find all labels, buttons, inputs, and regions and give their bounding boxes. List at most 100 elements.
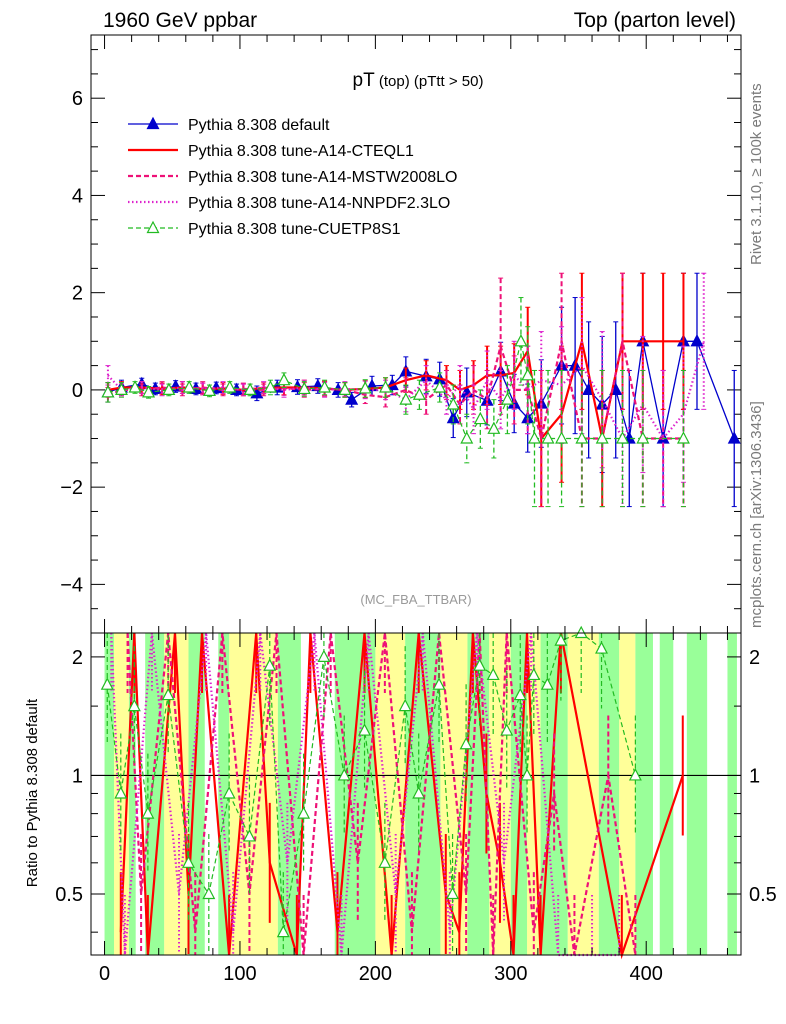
legend-item: Pythia 8.308 tune-CUETP8S1 [128, 220, 401, 238]
main-data-point [595, 431, 609, 444]
main-series-line [107, 341, 684, 440]
ratio-series-pythia-8-308-tune-cuetp8s1 [100, 625, 642, 955]
legend-label: Pythia 8.308 tune-A14-NNPDF2.3LO [188, 195, 450, 212]
main-y-tick-label: 2 [72, 283, 83, 305]
main-data-point [514, 333, 528, 347]
ratio-data-point [182, 855, 195, 868]
ratio-data-point [337, 768, 351, 781]
main-data-point [399, 392, 413, 405]
ratio-yellow-band [619, 633, 636, 955]
ratio-series-line [106, 632, 636, 933]
ratio-data-point [432, 677, 446, 690]
ratio-data-point [398, 698, 412, 712]
ratio-data-point [554, 633, 568, 646]
header-left: 1960 GeV ppbar [103, 9, 257, 32]
main-data-point [101, 385, 115, 398]
ratio-data-point [276, 924, 290, 938]
ratio-data-point [412, 786, 426, 799]
ratio-green-band [218, 633, 230, 955]
main-data-point [636, 431, 650, 444]
main-data-point [690, 333, 704, 347]
ratio-data-point [500, 723, 514, 736]
ratio-data-point [297, 806, 311, 819]
ratio-y-tick-label: 1 [72, 765, 83, 787]
main-data-point [338, 382, 352, 396]
ratio-x-tick-label: 300 [494, 963, 527, 985]
main-data-point [460, 431, 474, 444]
main-panel: −4 −2 0 2 4 6 pT (top) (pTtt > 50) Pythia 8.3… [60, 34, 742, 634]
legend-item: Pythia 8.308 tune-A14-CTEQL1 [128, 143, 414, 160]
main-data-point [263, 380, 277, 393]
plot-title-sub2: (pTtt > 50) [410, 73, 484, 90]
legend-marker [146, 220, 160, 234]
ratio-data-point [114, 786, 128, 799]
legend-item: Pythia 8.308 tune-A14-MSTW2008LO [128, 169, 457, 186]
ratio-data-point [317, 649, 331, 663]
ratio-green-band [727, 633, 737, 955]
ratio-data-point [513, 687, 527, 701]
legend-item: Pythia 8.308 tune-A14-NNPDF2.3LO [128, 195, 450, 212]
ratio-data-point [127, 698, 141, 712]
ratio-data-point [378, 855, 392, 868]
ratio-data-point [595, 641, 609, 654]
ratio-x-tick-label: 0 [99, 963, 110, 985]
ratio-data-point [263, 658, 277, 671]
main-data-point [473, 411, 487, 425]
main-data-point [182, 380, 196, 393]
main-data-point [676, 431, 690, 444]
main-data-point [223, 380, 237, 393]
ratio-series-line [119, 632, 684, 960]
main-data-point [128, 380, 142, 393]
ratio-x-tick-label: 200 [359, 963, 392, 985]
ratio-y-tick-label-right: 2 [749, 647, 760, 669]
legend-item: Pythia 8.308 default [128, 116, 330, 134]
main-data-point [114, 382, 128, 396]
main-data-point [243, 382, 257, 396]
ratio-data-point [358, 723, 372, 736]
main-series-pythia-8-308-tune-cuetp8s1 [101, 297, 690, 508]
main-data-point [727, 431, 741, 444]
main-data-point [575, 431, 589, 444]
ratio-series [100, 625, 684, 960]
ratio-data-point [540, 677, 554, 690]
ratio-series-line [126, 632, 637, 956]
main-axes: −4 −2 0 2 4 6 [60, 35, 741, 633]
ratio-green-band [128, 633, 136, 955]
legend-label: Pythia 8.308 tune-CUETP8S1 [188, 221, 401, 238]
plot-title-sub1: (top) [375, 73, 410, 90]
main-frame [90, 34, 742, 634]
main-data-point [541, 431, 555, 444]
ratio-data-point [446, 886, 460, 900]
ratio-y-tick-label: 2 [72, 647, 83, 669]
main-data-point [433, 380, 447, 393]
ratio-data-point [473, 658, 487, 671]
ratio-data-point [527, 667, 541, 681]
ratio-axes: 0.5 0.5 1 1 2 2 0 100 200 300 400 [55, 633, 777, 985]
main-data-point [202, 383, 216, 396]
main-data-point [358, 381, 372, 394]
ratio-data-point [628, 768, 642, 781]
ratio-data-point [574, 625, 588, 639]
ratio-green-band [659, 633, 674, 955]
ratio-data-point [242, 829, 256, 842]
ratio-data-point [222, 786, 236, 799]
main-data-point [527, 431, 541, 444]
main-data-point [318, 380, 332, 393]
plot-title: pT (top) (pTtt > 50) [353, 70, 484, 91]
analysis-id: (MC_FBA_TTBAR) [360, 592, 471, 607]
ratio-green-band [598, 633, 620, 955]
main-series [101, 272, 741, 508]
ratio-y-axis-label: Ratio to Pythia 8.308 default [24, 698, 41, 887]
ratio-y-tick-label: 0.5 [55, 884, 83, 906]
legend-label: Pythia 8.308 default [188, 117, 330, 134]
ratio-y-tick-label-right: 0.5 [749, 884, 777, 906]
main-data-point [521, 368, 535, 381]
ratio-x-tick-label: 400 [630, 963, 663, 985]
rivet-version-label: Rivet 3.1.10, ≥ 100k events [748, 83, 765, 265]
main-y-tick-label: 0 [72, 380, 83, 402]
legend: Pythia 8.308 default Pythia 8.308 tune-A1… [128, 116, 457, 238]
ratio-data-point [100, 677, 114, 690]
main-data-point [412, 387, 426, 400]
main-y-tick-label: −4 [60, 574, 83, 596]
main-data-point [277, 372, 291, 386]
